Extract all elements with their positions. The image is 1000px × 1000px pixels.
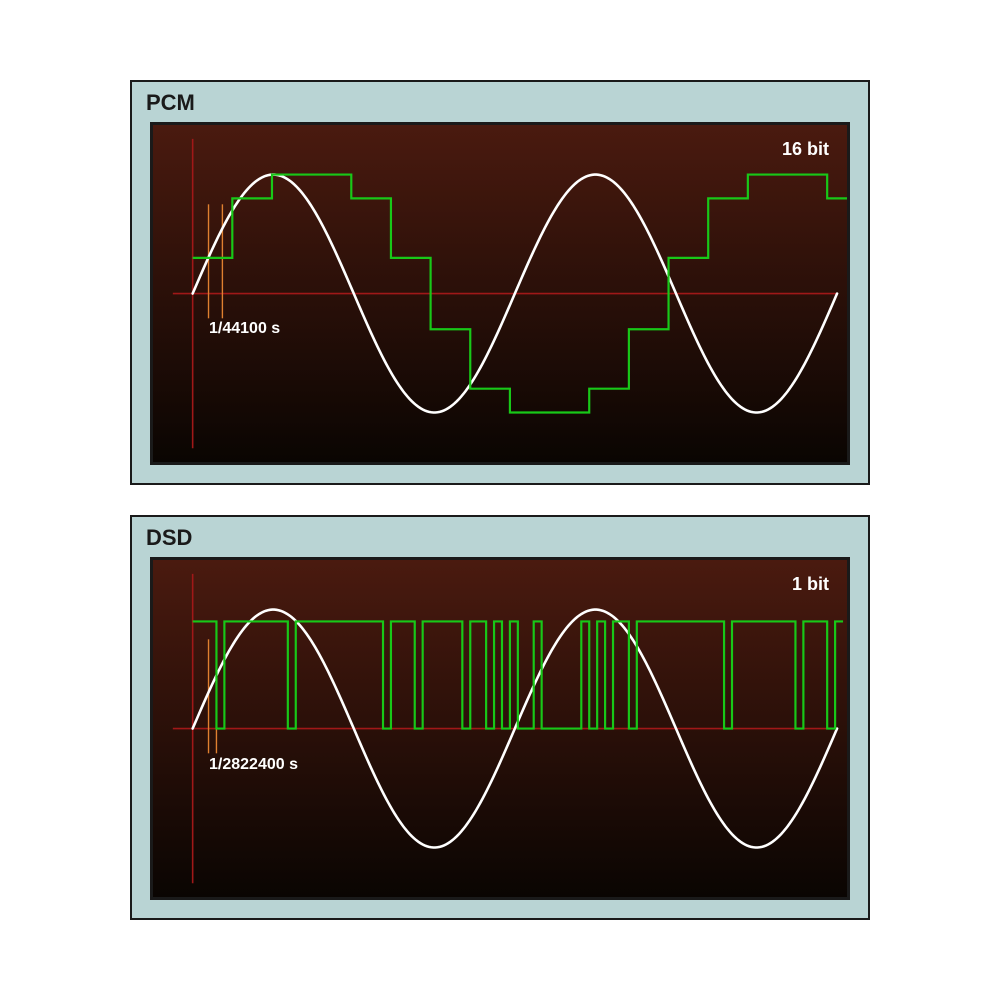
pcm-rate-label: 1/44100 s	[209, 320, 280, 338]
dsd-rate-label: 1/2822400 s	[209, 756, 298, 774]
dsd-chart: 1 bit 1/2822400 s	[150, 557, 850, 900]
dsd-title: DSD	[132, 517, 868, 557]
pcm-chart: 16 bit 1/44100 s	[150, 122, 850, 465]
pcm-panel: PCM 16 bit 1/44100 s	[130, 80, 870, 485]
dsd-panel: DSD 1 bit 1/2822400 s	[130, 515, 870, 920]
dsd-bit-label: 1 bit	[792, 574, 829, 595]
pcm-title: PCM	[132, 82, 868, 122]
pcm-bit-label: 16 bit	[782, 139, 829, 160]
